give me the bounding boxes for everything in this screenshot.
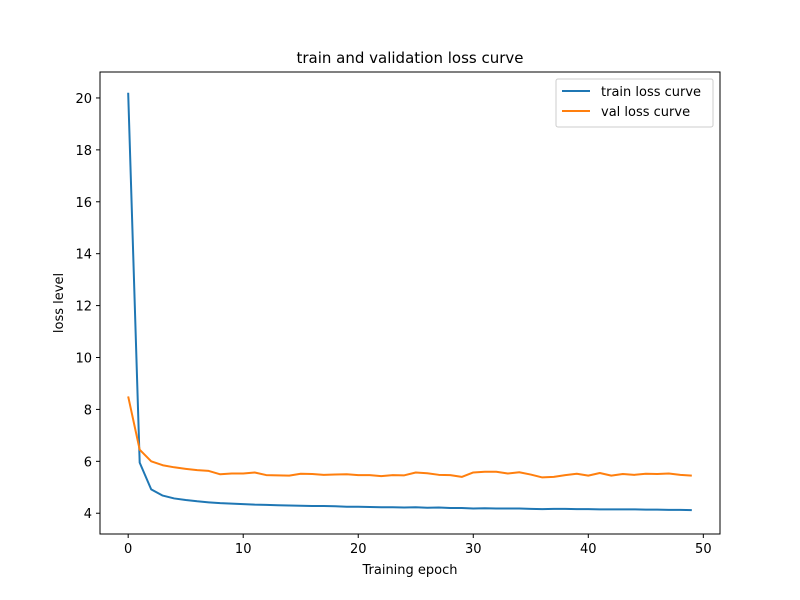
y-tick-label: 12 <box>75 300 92 315</box>
legend-label-val: val loss curve <box>601 105 690 120</box>
x-axis-label: Training epoch <box>361 563 457 578</box>
x-tick-label: 10 <box>235 542 252 557</box>
x-tick-label: 20 <box>350 542 367 557</box>
y-axis-label: loss level <box>52 273 67 333</box>
y-tick-label: 6 <box>84 455 92 470</box>
y-tick-label: 4 <box>84 507 92 522</box>
x-tick-label: 30 <box>465 542 482 557</box>
legend-label-train: train loss curve <box>601 85 701 100</box>
y-tick-label: 16 <box>75 196 92 211</box>
y-tick-label: 14 <box>75 248 92 263</box>
x-tick-label: 50 <box>695 542 712 557</box>
series-line-train-loss-curve <box>127 92 692 512</box>
chart-title: train and validation loss curve <box>296 49 523 67</box>
legend: train loss curve val loss curve <box>555 78 714 128</box>
y-axis-ticks: 4 6 8 10 12 14 16 18 20 <box>75 92 100 522</box>
plot-area-frame <box>99 71 721 535</box>
y-tick-label: 18 <box>75 144 92 159</box>
x-axis-ticks: 0 10 20 30 40 50 <box>124 534 712 557</box>
series-line-val-loss-curve <box>127 396 692 479</box>
plot-lines <box>127 92 692 512</box>
legend-box <box>555 78 714 128</box>
y-tick-label: 8 <box>84 403 92 418</box>
y-tick-label: 20 <box>75 92 92 107</box>
y-tick-label: 10 <box>75 352 92 367</box>
x-tick-label: 40 <box>580 542 597 557</box>
x-tick-label: 0 <box>124 542 132 557</box>
